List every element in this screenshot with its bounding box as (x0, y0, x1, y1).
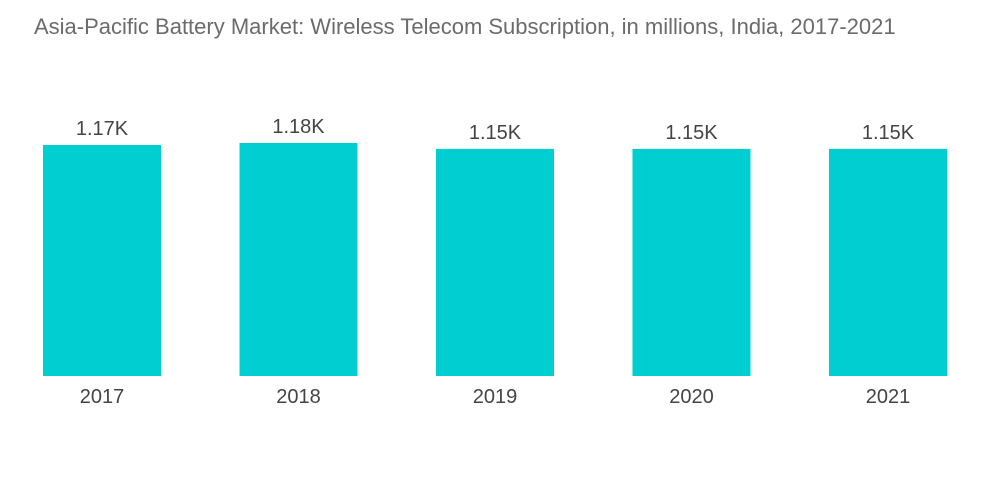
chart-title: Asia-Pacific Battery Market: Wireless Te… (34, 14, 896, 39)
x-tick-label-2018: 2018 (276, 386, 321, 408)
value-label-2020: 1.15K (665, 122, 718, 144)
bar-2021 (829, 148, 947, 376)
value-labels-group: 1.17K 1.18K 1.15K 1.15K 1.15K (76, 116, 915, 144)
x-tick-label-2019: 2019 (473, 386, 518, 408)
x-tick-label-2020: 2020 (669, 386, 714, 408)
value-label-2017: 1.17K (76, 118, 129, 140)
value-label-2019: 1.15K (469, 122, 522, 144)
bar-2017 (43, 145, 161, 376)
value-label-2018: 1.18K (272, 116, 325, 138)
bar-2018 (239, 143, 358, 376)
value-label-2021: 1.15K (862, 122, 915, 144)
x-tick-labels-group: 2017 2018 2019 2020 2021 (80, 386, 911, 408)
bars-group (43, 143, 947, 376)
x-tick-label-2017: 2017 (80, 386, 125, 408)
bar-2019 (436, 148, 554, 376)
bar-2020 (632, 148, 751, 376)
x-tick-label-2021: 2021 (866, 386, 911, 408)
